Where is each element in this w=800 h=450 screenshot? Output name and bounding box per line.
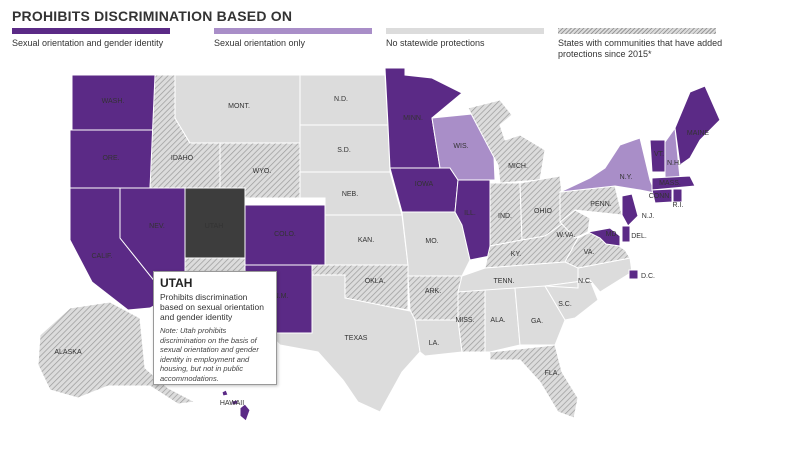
state-label-ohio: OHIO	[534, 208, 552, 215]
state-label-ore: ORE.	[102, 155, 119, 162]
state-label-n-c: N.C.	[578, 278, 592, 285]
state-del[interactable]	[621, 225, 631, 243]
state-ala[interactable]	[484, 287, 521, 353]
state-r-i[interactable]	[672, 188, 683, 203]
tooltip-state-name: UTAH	[160, 276, 193, 290]
state-ga[interactable]	[514, 285, 566, 346]
legend-label-hatch: States with communities that have added …	[558, 38, 723, 59]
legend-swatch-hatch	[558, 28, 716, 34]
state-tooltip: UTAH Prohibits discrimination based on s…	[153, 271, 277, 385]
state-md[interactable]	[586, 227, 621, 247]
state-label-mont: MONT.	[228, 103, 250, 110]
state-n-j[interactable]	[621, 193, 639, 227]
state-label-md: MD.	[606, 231, 619, 238]
state-maine[interactable]	[674, 85, 721, 166]
state-label-va: VA.	[584, 249, 595, 256]
state-label-tenn: TENN.	[494, 278, 515, 285]
legend-item-full[interactable]: Sexual orientation and gender identity	[12, 28, 170, 49]
state-label-ark: ARK.	[425, 288, 441, 295]
legend-item-none[interactable]: No statewide protections	[386, 28, 544, 49]
legend-item-hatch[interactable]: States with communities that have added …	[558, 28, 758, 60]
state-label-r-i: R.I.	[673, 202, 684, 209]
state-conn[interactable]	[651, 188, 673, 204]
state-label-maine: MAINE	[687, 130, 710, 137]
state-label-d-c: D.C.	[641, 273, 655, 280]
legend-label-full: Sexual orientation and gender identity	[12, 38, 164, 48]
legend-label-none: No statewide protections	[386, 38, 485, 48]
legend-swatch-partial	[214, 28, 372, 34]
state-n-c[interactable]	[544, 257, 633, 293]
state-label-hawaii: HAWAII	[220, 400, 244, 407]
state-iowa[interactable]	[389, 167, 459, 213]
state-label-idaho: IDAHO	[171, 155, 194, 162]
legend-label-partial: Sexual orientation only	[214, 38, 306, 48]
state-label-conn: CONN.	[649, 193, 672, 200]
state-label-la: LA.	[429, 340, 440, 347]
state-label-s-d: S.D.	[337, 147, 351, 154]
state-label-calif: CALIF.	[91, 253, 112, 260]
state-label-minn: MINN.	[403, 115, 423, 122]
tooltip-category: Prohibits discrimination based on sexual…	[160, 292, 264, 322]
legend: Sexual orientation and gender identity S…	[12, 28, 788, 68]
state-label-iowa: IOWA	[415, 181, 434, 188]
tooltip-note: Note: Utah prohibits discrimination on t…	[160, 326, 259, 383]
state-label-alaska: ALASKA	[54, 349, 82, 356]
state-label-miss: MISS.	[455, 317, 474, 324]
state-label-utah: UTAH	[205, 223, 224, 230]
state-label-w-va: W.VA.	[557, 232, 576, 239]
state-la[interactable]	[414, 319, 463, 357]
state-label-penn: PENN.	[590, 201, 611, 208]
legend-swatch-full	[12, 28, 170, 34]
map-title: PROHIBITS DISCRIMINATION BASED ON	[12, 8, 293, 24]
state-label-mass: MASS.	[659, 180, 681, 187]
state-label-wyo: WYO.	[253, 168, 272, 175]
legend-item-partial[interactable]: Sexual orientation only	[214, 28, 372, 49]
state-label-s-c: S.C.	[558, 301, 572, 308]
state-label-n-j: N.J.	[642, 213, 655, 220]
state-label-ga: GA.	[531, 318, 543, 325]
state-ark[interactable]	[407, 275, 463, 321]
state-n-y[interactable]	[559, 137, 656, 194]
state-label-ala: ALA.	[490, 317, 505, 324]
state-label-del: DEL.	[631, 233, 647, 240]
state-label-n-h: N.H.	[667, 160, 681, 167]
state-label-n-m: N.M.	[274, 293, 289, 300]
state-fla[interactable]	[489, 344, 579, 419]
state-label-wis: WIS.	[453, 143, 468, 150]
state-label-mich: MICH.	[508, 163, 528, 170]
state-label-vt: VT.	[654, 151, 664, 158]
state-miss[interactable]	[457, 289, 486, 353]
state-label-texas: TEXAS	[345, 335, 368, 342]
state-label-ill: ILL.	[464, 210, 476, 217]
state-label-ky: KY.	[511, 251, 521, 258]
state-label-nev: NEV.	[149, 223, 165, 230]
state-label-colo: COLO.	[274, 231, 296, 238]
state-label-ind: IND.	[498, 213, 512, 220]
legend-swatch-none	[386, 28, 544, 34]
state-hawaii[interactable]	[221, 389, 251, 422]
state-minn[interactable]	[384, 67, 463, 169]
state-label-kan: KAN.	[358, 237, 374, 244]
state-d-c[interactable]	[628, 269, 639, 280]
state-label-wash: WASH.	[102, 98, 125, 105]
state-ill[interactable]	[454, 179, 491, 261]
state-label-okla: OKLA.	[365, 278, 386, 285]
state-label-n-y: N.Y.	[620, 174, 633, 181]
state-mich[interactable]	[467, 99, 546, 184]
state-label-neb: NEB.	[342, 191, 358, 198]
state-label-mo: MO.	[425, 238, 438, 245]
state-mass[interactable]	[651, 175, 696, 191]
state-label-fla: FLA.	[545, 370, 560, 377]
state-label-n-d: N.D.	[334, 96, 348, 103]
